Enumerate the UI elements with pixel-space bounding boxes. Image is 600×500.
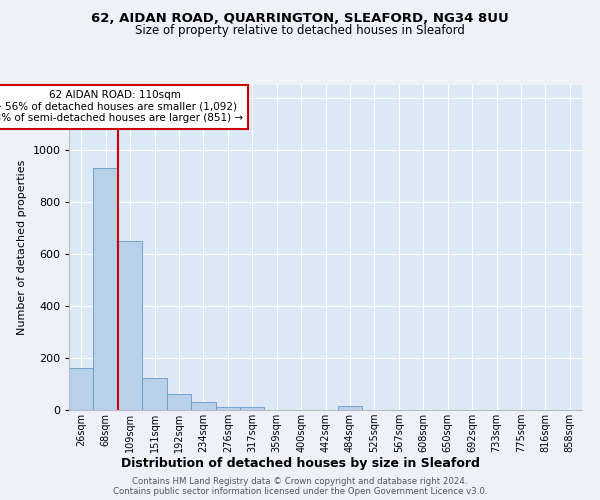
- Bar: [118, 241, 142, 410]
- Bar: [167, 394, 191, 410]
- Bar: [338, 406, 362, 410]
- Text: Size of property relative to detached houses in Sleaford: Size of property relative to detached ho…: [135, 24, 465, 37]
- Bar: [240, 407, 265, 410]
- Bar: [94, 168, 118, 410]
- Bar: [69, 368, 94, 410]
- Text: 62 AIDAN ROAD: 110sqm
← 56% of detached houses are smaller (1,092)
43% of semi-d: 62 AIDAN ROAD: 110sqm ← 56% of detached …: [0, 90, 243, 124]
- Bar: [191, 402, 215, 410]
- Text: Contains public sector information licensed under the Open Government Licence v3: Contains public sector information licen…: [113, 488, 487, 496]
- Text: 62, AIDAN ROAD, QUARRINGTON, SLEAFORD, NG34 8UU: 62, AIDAN ROAD, QUARRINGTON, SLEAFORD, N…: [91, 12, 509, 26]
- Bar: [142, 378, 167, 410]
- Text: Contains HM Land Registry data © Crown copyright and database right 2024.: Contains HM Land Registry data © Crown c…: [132, 478, 468, 486]
- Bar: [215, 407, 240, 410]
- Y-axis label: Number of detached properties: Number of detached properties: [17, 160, 27, 335]
- Text: Distribution of detached houses by size in Sleaford: Distribution of detached houses by size …: [121, 458, 479, 470]
